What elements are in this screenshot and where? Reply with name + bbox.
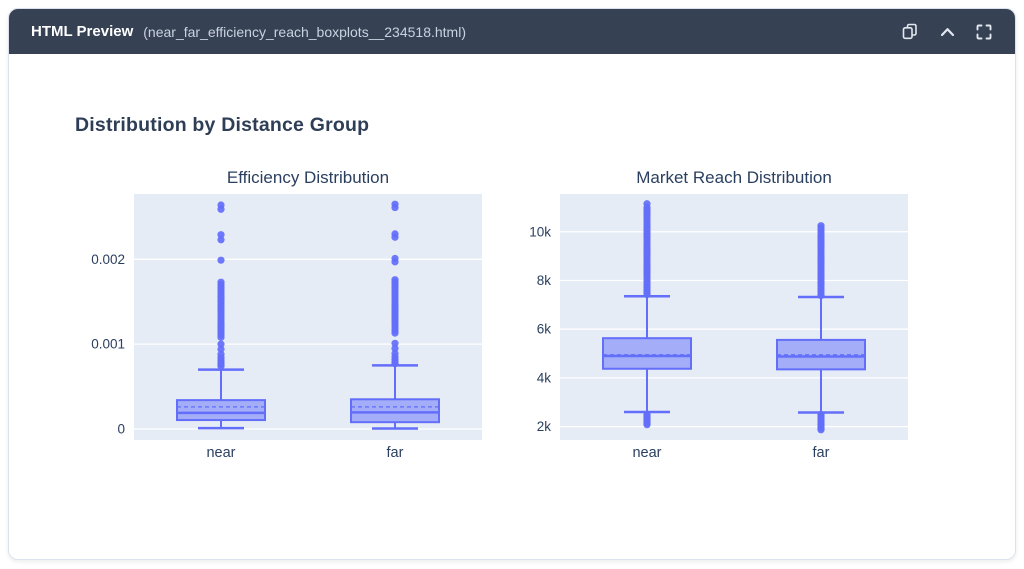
outlier-point (217, 236, 225, 244)
market-reach-chart: Market Reach Distribution 2k 4k 6k 8k 10k nea… (495, 167, 908, 466)
charts-row: Efficiency Distribution 0 0.001 0.002 near f… (69, 167, 1015, 466)
preview-filename: (near_far_efficiency_reach_boxplots__234… (143, 23, 466, 40)
preview-title: HTML Preview (31, 23, 134, 40)
outlier-point (391, 329, 399, 337)
copy-icon (902, 23, 918, 40)
y-tick-label: 0 (117, 421, 125, 436)
outlier-point (217, 231, 225, 239)
x-category-label: near (206, 445, 235, 461)
outlier-point (217, 345, 225, 353)
preview-header: HTML Preview (near_far_efficiency_reach_… (9, 9, 1015, 54)
copy-button[interactable] (901, 23, 919, 41)
box-near (176, 399, 266, 422)
chart-title: Efficiency Distribution (226, 168, 390, 187)
outlier-point (217, 333, 225, 341)
outlier-point (391, 203, 399, 212)
outlier-point (217, 362, 225, 370)
outlier-point (817, 426, 825, 434)
y-tick-label: 4k (537, 370, 552, 385)
box-far (350, 398, 440, 424)
market-reach-boxplot: 2k 4k 6k 8k 10k near far (529, 194, 908, 461)
y-tick-label: 0.001 (91, 337, 125, 352)
preview-card: HTML Preview (near_far_efficiency_reach_… (8, 8, 1016, 560)
outlier-point (391, 344, 399, 352)
x-category-label: far (387, 445, 404, 461)
outlier-point (817, 291, 825, 300)
outlier-point (643, 290, 651, 299)
outlier-point (217, 256, 225, 264)
page-title: Distribution by Distance Group (75, 114, 370, 136)
plot-area (560, 194, 908, 440)
outlier-point (217, 340, 225, 348)
header-actions (901, 23, 993, 41)
chevron-up-icon (940, 26, 955, 38)
outlier-point (391, 258, 399, 266)
x-category-label: near (632, 445, 661, 461)
y-tick-label: 2k (537, 419, 552, 434)
fullscreen-icon (976, 24, 992, 40)
y-tick-label: 6k (537, 322, 552, 337)
collapse-button[interactable] (938, 23, 956, 41)
chart-title: Market Reach Distribution (636, 168, 832, 187)
y-tick-label: 8k (537, 273, 552, 288)
outlier-point (391, 360, 399, 368)
y-tick-label: 10k (529, 224, 551, 239)
fullscreen-button[interactable] (975, 23, 993, 41)
efficiency-boxplot: 0 0.001 0.002 near far (91, 194, 482, 461)
outlier-point (391, 339, 399, 347)
box-near (602, 337, 692, 370)
x-category-label: far (813, 445, 830, 461)
preview-content: Distribution by Distance Group Efficienc… (9, 54, 1015, 559)
y-tick-label: 0.002 (91, 252, 125, 267)
efficiency-chart: Efficiency Distribution 0 0.001 0.002 near f… (69, 167, 482, 466)
outlier-point (217, 205, 225, 213)
outlier-point (643, 421, 651, 429)
outlier-point (391, 233, 399, 241)
